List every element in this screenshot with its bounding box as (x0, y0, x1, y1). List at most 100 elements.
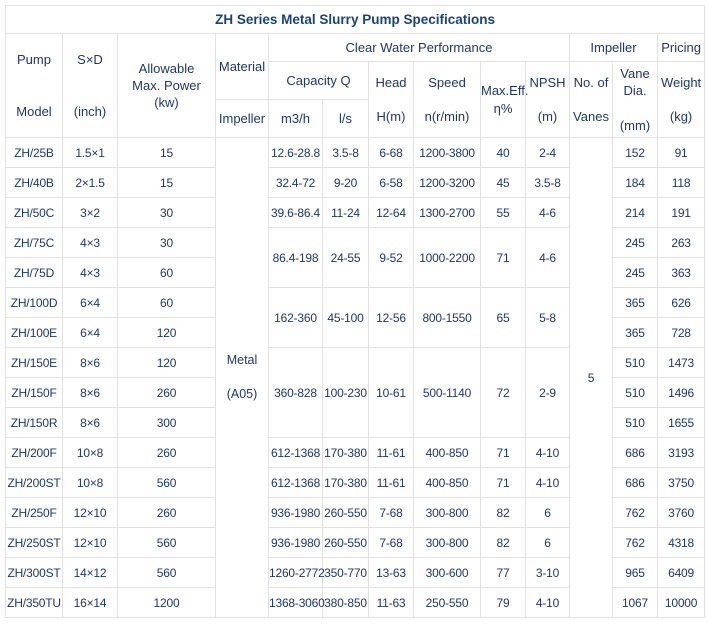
cell-power: 260 (117, 377, 216, 408)
cell-weight: 191 (656, 197, 706, 228)
cell-weight: 626 (656, 287, 706, 318)
cell-sxd: 12×10 (62, 527, 118, 558)
cell-npsh: 2-9 (525, 347, 570, 438)
cell-npsh: 4-10 (525, 587, 570, 618)
cell-speed: 250-550 (413, 587, 481, 618)
table-row: ZH/200ST 10×8 560 612-1368 170-380 11-61… (5, 467, 706, 498)
cell-pump-model: ZH/200ST (5, 467, 63, 498)
cell-speed: 1200-3800 (413, 137, 481, 168)
cell-max-eff: 71 (480, 227, 526, 288)
cell-capacity-ls: 9-20 (322, 167, 369, 198)
cell-weight: 3193 (656, 437, 706, 468)
header-speed: Speed n(r/min) (413, 61, 481, 138)
cell-capacity-m3h: 12.6-28.8 (268, 137, 323, 168)
header-capacity-ls: l/s (322, 99, 369, 138)
cell-vane-dia: 214 (612, 197, 658, 228)
cell-vane-dia: 965 (612, 557, 658, 588)
cell-max-eff: 77 (480, 557, 526, 588)
cell-capacity-m3h: 39.6-86.4 (268, 197, 323, 228)
cell-vane-dia: 245 (612, 257, 658, 288)
cell-npsh: 4-10 (525, 467, 570, 498)
header-vane-dia: Vane Dia. (mm) (612, 61, 658, 138)
cell-power: 560 (117, 557, 216, 588)
cell-pump-model: ZH/350TU (5, 587, 63, 618)
cell-weight: 3760 (656, 497, 706, 528)
cell-head: 9-52 (368, 227, 414, 288)
cell-npsh: 2-4 (525, 137, 570, 168)
cell-capacity-m3h: 612-1368 (268, 467, 323, 498)
header-no-of-vanes: No. of Vanes (569, 61, 613, 138)
cell-capacity-m3h: 360-828 (268, 347, 323, 438)
cell-vane-dia: 365 (612, 317, 658, 348)
cell-max-eff: 65 (480, 287, 526, 348)
cell-power: 15 (117, 167, 216, 198)
cell-sxd: 14×12 (62, 557, 118, 588)
header-capacity-q: Capacity Q (268, 61, 369, 100)
cell-max-eff: 82 (480, 497, 526, 528)
cell-vane-dia: 762 (612, 527, 658, 558)
cell-sxd: 8×6 (62, 347, 118, 378)
cell-weight: 363 (656, 257, 706, 288)
cell-pump-model: ZH/100E (5, 317, 63, 348)
cell-speed: 300-800 (413, 497, 481, 528)
cell-no-of-vanes: 5 (569, 137, 613, 618)
cell-head: 11-61 (368, 467, 414, 498)
cell-vane-dia: 365 (612, 287, 658, 318)
cell-capacity-ls: 24-55 (322, 227, 369, 288)
cell-capacity-m3h: 1260-2772 (268, 557, 325, 588)
cell-sxd: 6×4 (62, 287, 118, 318)
cell-pump-model: ZH/25B (5, 137, 63, 168)
table-row: ZH/50C 3×2 30 39.6-86.4 11-24 12-64 1300… (5, 197, 706, 228)
cell-capacity-ls: 45-100 (322, 287, 369, 348)
header-row-3: Impeller m3/h l/s (6, 99, 705, 138)
cell-capacity-m3h: 86.4-198 (268, 227, 323, 288)
cell-capacity-ls: 260-550 (322, 527, 369, 558)
table-row: ZH/75C 4×3 30 86.4-198 24-55 9-52 1000-2… (5, 227, 706, 288)
cell-capacity-m3h: 162-360 (268, 287, 323, 348)
header-pricing: Pricing (656, 33, 706, 62)
cell-pump-model: ZH/250F (5, 497, 63, 528)
cell-pump-model: ZH/40B (5, 167, 63, 198)
cell-vane-dia: 245 (612, 227, 658, 258)
cell-pump-model: ZH/100D (5, 287, 63, 318)
header-row-1: Pump Model S×D (inch) Allowable Max. Pow… (5, 33, 706, 138)
page-title: ZH Series Metal Slurry Pump Specificatio… (4, 5, 706, 34)
table-row: ZH/350TU 16×14 1200 1368-3060 380-850 11… (5, 587, 706, 618)
cell-pump-model: ZH/150R (5, 407, 63, 438)
cell-capacity-m3h: 1368-3060 (268, 587, 325, 618)
title-row: ZH Series Metal Slurry Pump Specificatio… (4, 5, 706, 34)
cell-head: 11-61 (368, 437, 414, 468)
cell-vane-dia: 152 (612, 137, 658, 168)
table-row: ZH/200F 10×8 260 612-1368 170-380 11-61 … (5, 437, 706, 468)
cell-speed: 1300-2700 (413, 197, 481, 228)
header-capacity-m3h: m3/h (268, 99, 323, 138)
header-impeller-group: Impeller (569, 33, 658, 62)
cell-weight: 91 (656, 137, 706, 168)
cell-head: 6-58 (368, 167, 414, 198)
cell-sxd: 16×14 (62, 587, 118, 618)
cell-capacity-ls: 3.5-8 (322, 137, 369, 168)
table-row: ZH/300ST 14×12 560 1260-2772 350-770 13-… (5, 557, 706, 588)
cell-head: 11-63 (368, 587, 414, 618)
cell-capacity-ls: 350-770 (322, 557, 369, 588)
cell-pump-model: ZH/150F (5, 377, 63, 408)
header-row-2: Capacity Q Head H(m) Speed n(r/min) Max.… (6, 61, 706, 138)
table-row: ZH/75D 4×3 60 245 363 (5, 257, 706, 288)
cell-vane-dia: 510 (612, 407, 658, 438)
cell-weight: 1655 (656, 407, 706, 438)
cell-weight: 1496 (656, 377, 706, 408)
cell-vane-dia: 184 (612, 167, 658, 198)
cell-sxd: 1.5×1 (62, 137, 118, 168)
cell-max-eff: 79 (480, 587, 526, 618)
cell-speed: 1200-3200 (413, 167, 481, 198)
cell-npsh: 4-6 (525, 227, 570, 288)
cell-capacity-m3h: 936-1980 (268, 497, 323, 528)
table-row: ZH/100D 6×4 60 162-360 45-100 12-56 800-… (5, 287, 706, 348)
cell-sxd: 4×3 (62, 257, 118, 288)
cell-sxd: 10×8 (62, 437, 118, 468)
cell-max-eff: 72 (480, 347, 526, 438)
cell-sxd: 8×6 (62, 407, 118, 438)
cell-power: 30 (117, 227, 216, 258)
cell-power: 260 (117, 497, 216, 528)
cell-vane-dia: 510 (612, 347, 658, 378)
